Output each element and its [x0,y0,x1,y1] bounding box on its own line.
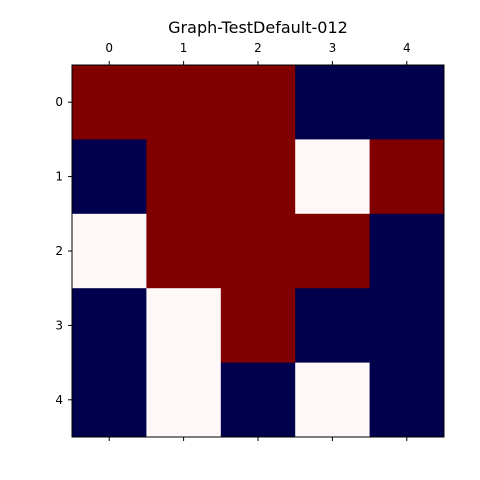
heatmap-cell-r1-c3 [295,139,371,215]
heatmap-cell-r3-c2 [220,288,296,364]
heatmap-cell-r2-c2 [220,213,296,289]
heatmap-cell-r2-c3 [295,213,371,289]
x-axis-ticks: 0 1 2 3 4 [105,41,411,441]
heatmap-cell-r4-c2 [220,362,296,438]
heatmap-cell-r4-c3 [295,362,371,438]
heatmap-cell-r1-c4 [369,139,445,215]
heatmap-cells [72,65,445,438]
y-tick-label: 0 [55,95,63,109]
x-tick-label: 1 [180,41,188,55]
x-tick-label: 0 [105,41,113,55]
x-tick-label: 3 [329,41,337,55]
heatmap-cell-r2-c1 [146,213,222,289]
y-tick-label: 4 [55,393,63,407]
heatmap-cell-r3-c4 [369,288,445,364]
heatmap-cell-r1-c1 [146,139,222,215]
heatmap-cell-r2-c0 [72,213,147,289]
y-axis-ticks: 0 1 2 3 4 [55,95,72,407]
y-tick-label: 1 [55,170,63,184]
heatmap-cell-r0-c2 [220,65,296,140]
heatmap-cell-r4-c1 [146,362,222,438]
heatmap-cell-r0-c1 [146,65,222,140]
heatmap-cell-r3-c1 [146,288,222,364]
heatmap-cell-r3-c0 [72,288,147,364]
x-tick-label: 2 [254,41,262,55]
heatmap-cell-r1-c2 [220,139,296,215]
heatmap-cell-r2-c4 [369,213,445,289]
heatmap-cell-r4-c0 [72,362,147,438]
chart-title: Graph-TestDefault-012 [168,18,348,37]
heatmap-cell-r0-c3 [295,65,371,140]
heatmap-cell-r0-c4 [369,65,445,140]
heatmap-cell-r4-c4 [369,362,445,438]
y-tick-label: 3 [55,318,63,332]
heatmap-cell-r0-c0 [72,65,147,140]
x-tick-label: 4 [403,41,411,55]
y-tick-label: 2 [55,244,63,258]
heatmap-cell-r1-c0 [72,139,147,215]
heatmap-cell-r3-c3 [295,288,371,364]
